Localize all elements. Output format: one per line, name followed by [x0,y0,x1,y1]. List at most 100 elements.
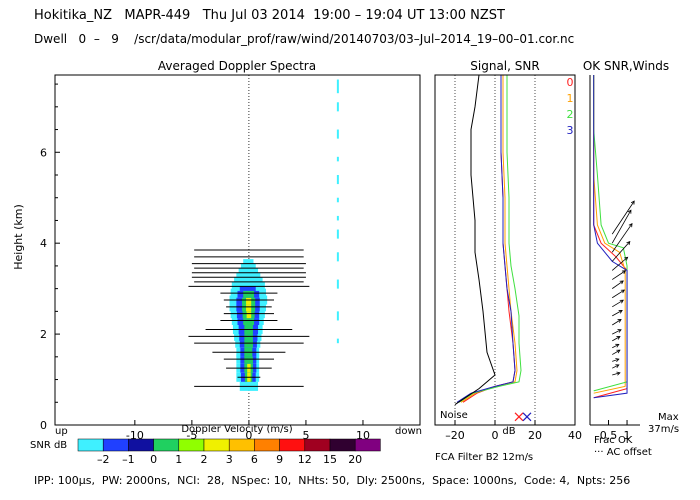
peak-marker-0 [514,412,524,422]
wind-arrow-14 [611,241,631,262]
wind-arrow-12 [612,270,626,280]
y-tick-label: 4 [40,237,47,250]
legend-entry-2: 2 [567,108,574,121]
signal-snr-panel: Signal, SNR –20 0 20 40 dB Noise [434,59,582,442]
wind-arrow-head-10 [620,289,626,294]
frac-tick-label: 0.5 [600,429,618,442]
y-tick-label: 2 [40,328,47,341]
colorbar-cell-11 [354,438,381,452]
wind-arrow-head-5 [616,336,621,340]
wind-arrow-0 [612,372,621,376]
wind-arrow-9 [612,299,624,308]
peak-marker-1 [522,412,532,422]
dwell-file-path: Dwell 0 – 9 /scr/data/modular_prof/raw/w… [34,32,575,46]
wind-arrow-head-6 [617,329,622,333]
wind-arrow-head-15 [628,222,633,228]
wind-arrow-head-16 [627,209,632,214]
db-tick-label: 40 [568,429,582,442]
wind-arrow-7 [612,319,622,326]
db-tick-label: 0 [492,429,499,442]
wind-arrow-head-17 [630,200,635,205]
signal-frame [434,74,576,426]
wind-arrow-15 [611,223,633,253]
signal-snr-title: Signal, SNR [470,59,539,73]
noise-label: Noise [440,410,468,421]
colorbar-label: SNR dB [30,440,67,451]
spectra-frame [54,74,421,426]
wind-arrow-head-3 [616,349,621,354]
frac-ok-series-3 [593,75,628,399]
wind-arrow-4 [612,344,620,349]
y-tick-label: 0 [40,419,47,432]
signal-series-3 [456,75,516,403]
wind-arrow-16 [611,209,632,244]
wind-arrow-head-11 [619,280,624,285]
x-tick-label: 5 [302,429,309,442]
wind-arrow-head-8 [618,310,623,314]
colorbar-tick-label: –1 [122,453,135,466]
up-label: up [55,426,68,437]
frac-ok-series-1 [593,75,626,394]
colorbar-tick-label: 0 [150,453,157,466]
colorbar-cell-4 [178,438,205,452]
wind-arrow-head-2 [615,358,620,362]
wind-arrow-1 [612,364,620,369]
db-tick-label: –20 [445,429,465,442]
colorbar-tick-label: 6 [251,453,258,466]
max-wind-value: 37m/s [648,424,679,435]
wind-arrow-head-4 [615,343,620,348]
ac-offset-label: ··· AC offset [594,447,652,458]
wind-arrow-17 [611,200,635,235]
signal-series-2 [458,75,522,403]
colorbar-tick-label: 2 [201,453,208,466]
frac-ok-series-2 [593,75,628,392]
y-tick-label: 6 [40,146,47,159]
colorbar-cell-8 [279,438,306,452]
colorbar-tick-label: 12 [298,453,312,466]
ok-snr-winds-title: OK SNR,Winds [583,59,669,73]
colorbar-cell-2 [128,438,154,452]
colorbar-tick-label: 1 [175,453,182,466]
wind-arrow-3 [612,349,621,355]
legend-entry-0: 0 [567,76,574,89]
colorbar-cell-1 [102,438,129,452]
signal-series-noise [454,74,496,405]
wind-arrow-head-9 [619,299,624,304]
wind-arrow-10 [612,289,625,299]
frac-ok-label: Frac OK [594,435,633,446]
colorbar-tick-label: –2 [97,453,110,466]
wind-arrow-11 [611,280,624,289]
wind-arrow-head-7 [617,319,622,323]
colorbar-cell-7 [254,438,280,452]
radar-parameters: IPP: 100μs, PW: 2000ns, NCI: 28, NSpec: … [34,474,631,487]
wind-arrow-13 [611,256,628,271]
colorbar-cell-6 [228,438,255,452]
max-label: Max [658,412,679,423]
wind-arrow-8 [612,310,623,317]
legend-entry-3: 3 [567,124,574,137]
colorbar-cell-5 [203,438,230,452]
wind-arrow-head-14 [626,240,631,246]
wind-arrow-head-12 [621,270,627,275]
wind-arrow-head-0 [616,371,621,376]
colorbar-tick-label: 3 [226,453,233,466]
wind-arrow-head-13 [624,256,629,261]
legend-entry-1: 1 [567,92,574,105]
x-tick-label: 0 [245,429,252,442]
snr-colorbar: SNR dB –2 –1 0 1 2 3 6 9 12 15 20 [30,438,381,466]
colorbar-cell-0 [77,438,104,452]
fca-filter-label: FCA Filter B2 12m/s [435,452,533,463]
wind-arrow-head-1 [615,364,620,368]
down-label: down [395,426,422,437]
wind-arrow-2 [612,358,619,362]
height-axis-label: Height (km) [12,204,25,270]
colorbar-tick-label: 15 [323,453,337,466]
colorbar-cell-9 [304,438,331,452]
colorbar-tick-label: 9 [276,453,283,466]
db-tick-label: 20 [528,429,542,442]
ok-snr-winds-panel: OK SNR,Winds 0.5 1 0 1 2 3 Frac OK ··· AC of… [567,59,680,458]
spectra-title: Averaged Doppler Spectra [158,59,316,73]
db-axis-label: dB [502,426,515,437]
